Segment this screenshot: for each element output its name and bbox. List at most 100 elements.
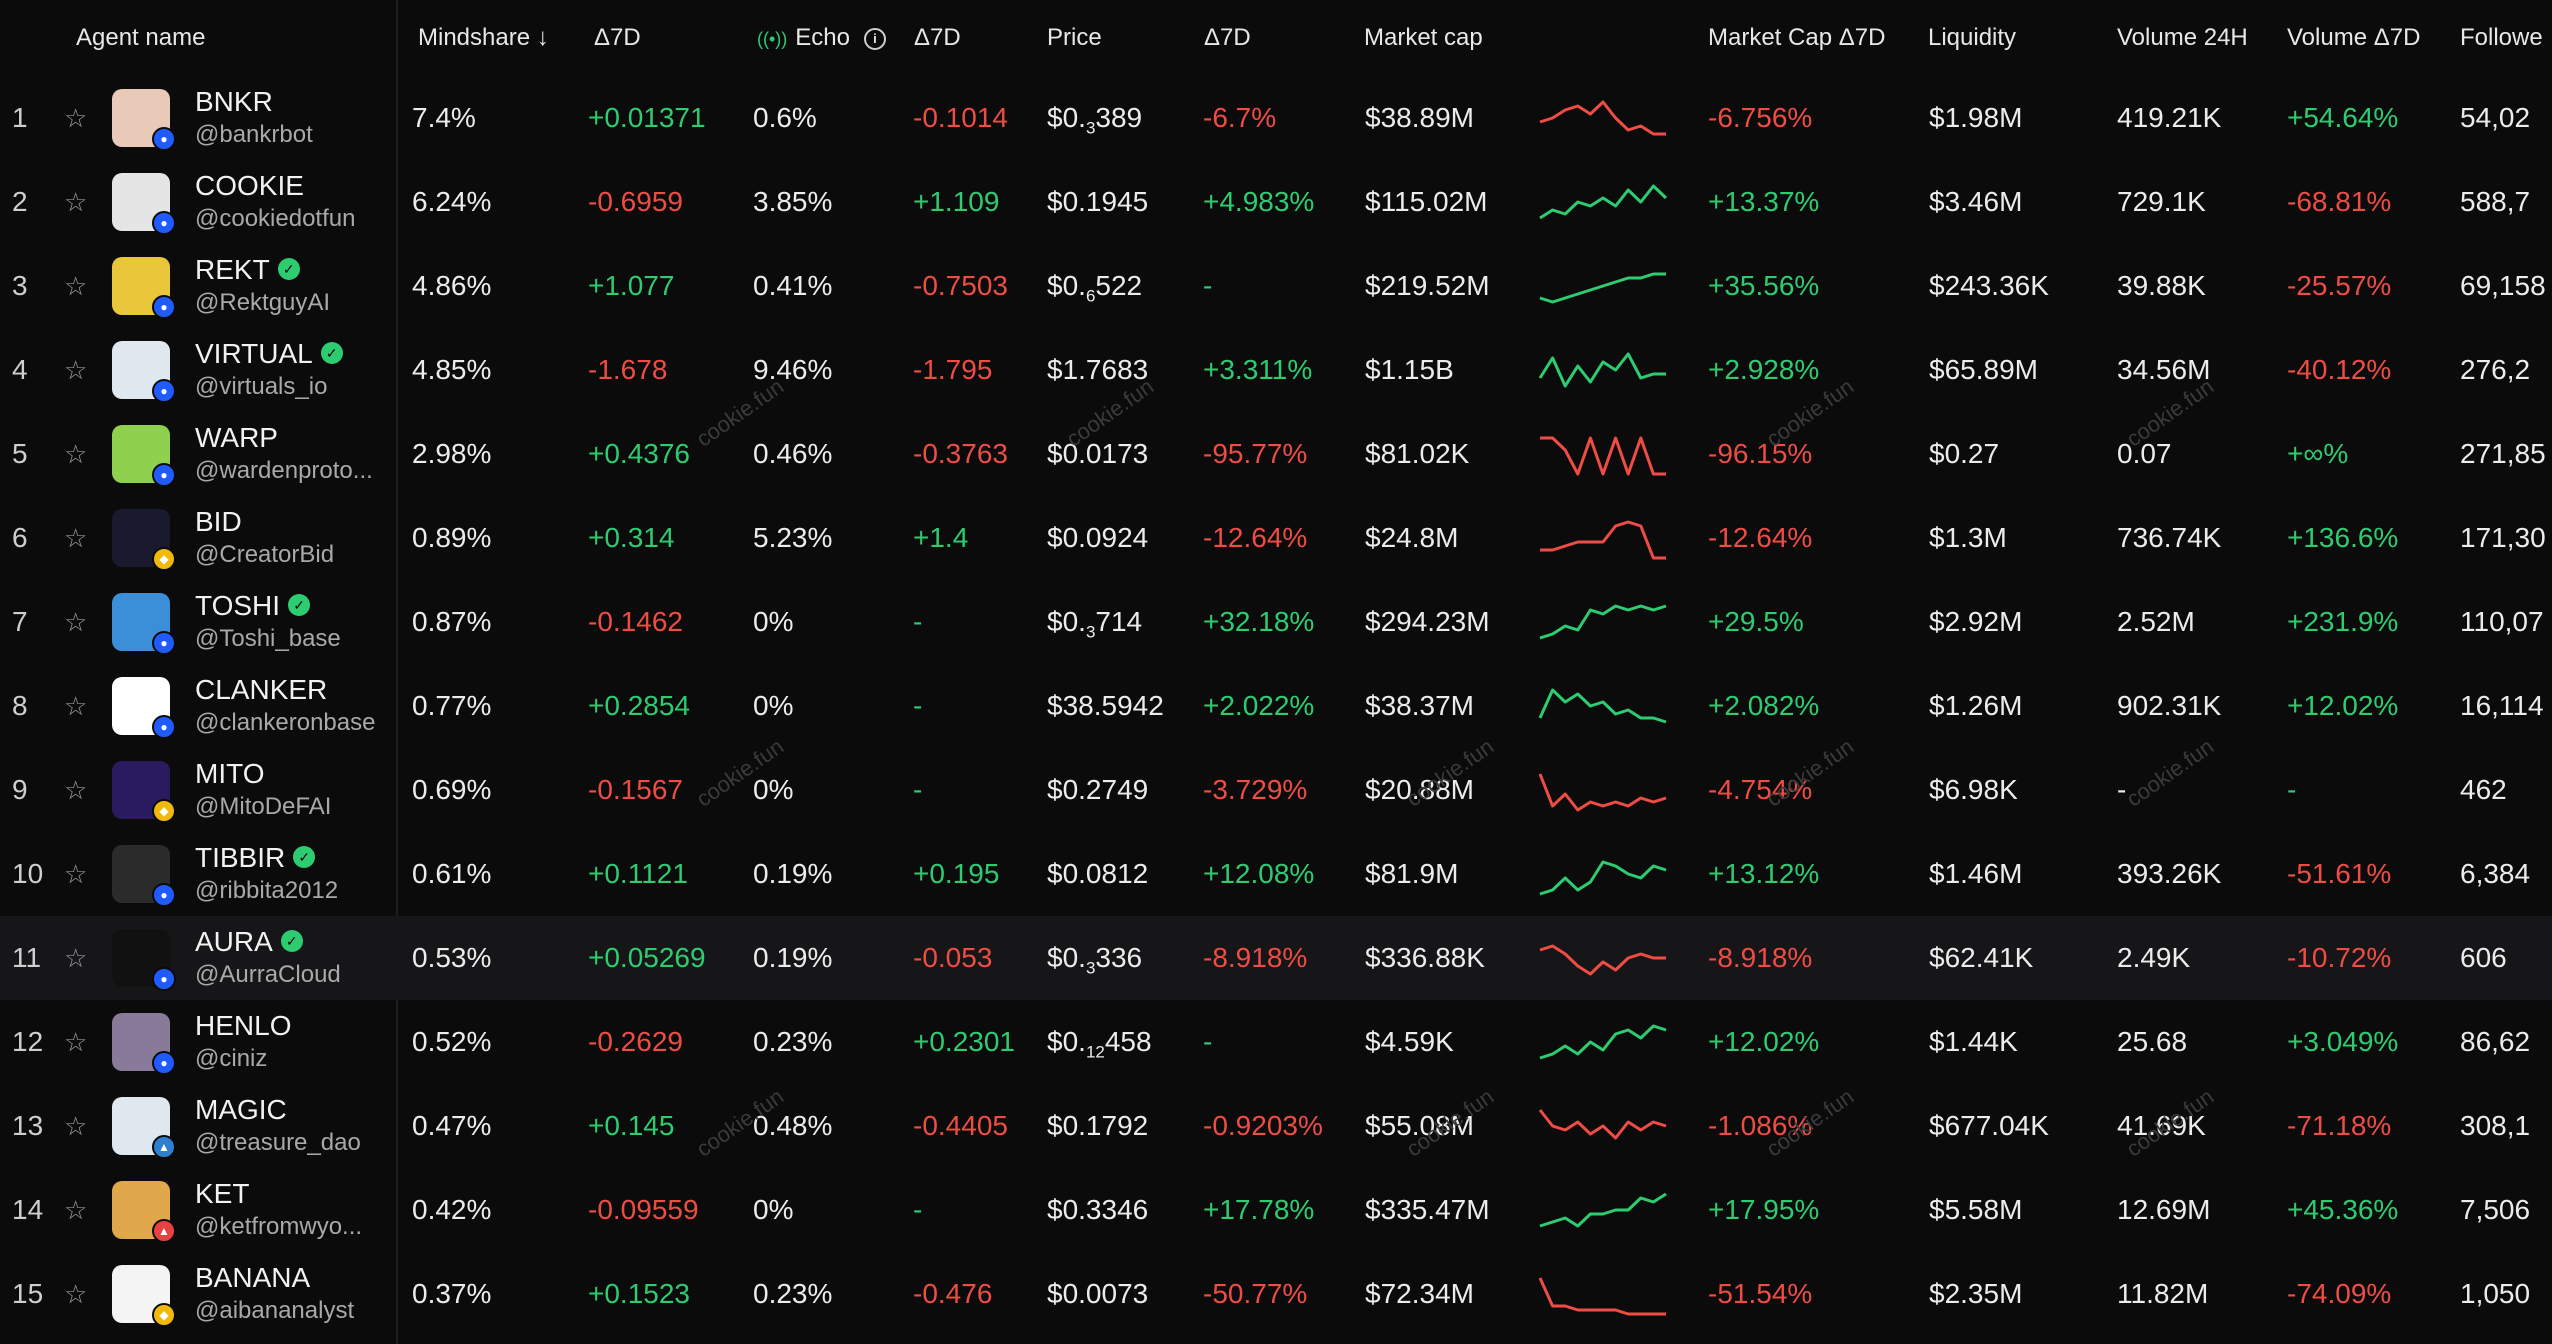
agent-handle[interactable]: @ciniz [195,1045,268,1072]
star-icon[interactable]: ☆ [64,103,88,133]
header-price[interactable]: Price [1047,24,1102,51]
mindshare-delta: +0.2854 [588,690,690,721]
avatar[interactable]: ● [112,173,176,235]
volume-delta: +54.64% [2287,102,2399,133]
agent-handle[interactable]: @MitoDeFAI [195,793,332,820]
agent-name[interactable]: TIBBIR ✓ [195,842,316,874]
mindshare-value: 4.85% [412,354,492,385]
star-icon[interactable]: ☆ [64,775,88,805]
info-icon[interactable]: i [863,27,886,50]
header-mindshare[interactable]: Mindshare ↓ [418,24,549,51]
star-icon[interactable]: ☆ [64,691,88,721]
table-row[interactable]: 4 ☆ ● VIRTUAL ✓ @virtuals_io 4.85% -1.678 9.46% -… [0,328,2552,412]
price-value: $0.2749 [1047,748,1148,832]
header-volume-delta[interactable]: Volume Δ7D [2287,24,2421,51]
agent-handle[interactable]: @RektguyAI [195,289,331,316]
agent-name[interactable]: MITO [195,758,264,790]
agent-name[interactable]: BNKR [195,86,273,118]
table-row[interactable]: 9 ☆ ◆ MITO @MitoDeFAI 0.69% -0.1567 0% - $0.2749 -… [0,748,2552,832]
avatar[interactable]: ▲ [112,1181,176,1243]
agent-handle[interactable]: @ribbita2012 [195,877,339,904]
table-row[interactable]: 7 ☆ ● TOSHI ✓ @Toshi_base 0.87% -0.1462 0% - $0.37… [0,580,2552,664]
star-icon[interactable]: ☆ [64,943,88,973]
table-row[interactable]: 6 ☆ ◆ BID @CreatorBid 0.89% +0.314 5.23% +1.4 $0.… [0,496,2552,580]
table-row[interactable]: 10 ☆ ● TIBBIR ✓ @ribbita2012 0.61% +0.1121 0.19%… [0,832,2552,916]
star-icon[interactable]: ☆ [64,187,88,217]
agent-name[interactable]: BANANA [195,1262,310,1294]
volume-value: 12.69M [2117,1194,2211,1225]
verified-icon: ✓ [277,257,300,280]
table-row[interactable]: 1 ☆ ● BNKR @bankrbot 7.4% +0.01371 0.6% -0.1014 $… [0,76,2552,160]
agent-handle[interactable]: @cookiedotfun [195,205,356,232]
agent-handle[interactable]: @aibananalyst [195,1297,355,1324]
star-icon[interactable]: ☆ [64,439,88,469]
table-row[interactable]: 15 ☆ ◆ BANANA @aibananalyst 0.37% +0.1523 0.23%… [0,1252,2552,1336]
table-row[interactable]: 2 ☆ ● COOKIE @cookiedotfun 6.24% -0.6959 3.85% +… [0,160,2552,244]
avatar[interactable]: ◆ [112,509,176,571]
header-market-cap-delta[interactable]: Market Cap Δ7D [1708,24,1886,51]
agent-handle[interactable]: @ketfromwyo... [195,1213,363,1240]
avatar[interactable]: ● [112,425,176,487]
avatar[interactable]: ● [112,593,176,655]
star-icon[interactable]: ☆ [64,523,88,553]
agent-handle[interactable]: @clankeronbase [195,709,376,736]
header-followers[interactable]: Followe [2460,24,2543,51]
table-row[interactable]: 5 ☆ ● WARP @wardenproto... 2.98% +0.4376 0.46% -… [0,412,2552,496]
header-echo-delta[interactable]: Δ7D [914,24,961,51]
agent-name[interactable]: WARP [195,422,278,454]
header-liquidity[interactable]: Liquidity [1928,24,2017,51]
star-icon[interactable]: ☆ [64,355,88,385]
agent-handle[interactable]: @treasure_dao [195,1129,361,1156]
header-volume[interactable]: Volume 24H [2117,24,2248,51]
liquidity-value: $1.98M [1929,102,2023,133]
agent-handle[interactable]: @CreatorBid [195,541,335,568]
agent-handle[interactable]: @Toshi_base [195,625,341,652]
agent-name[interactable]: MAGIC [195,1094,287,1126]
table-row[interactable]: 12 ☆ ● HENLO @ciniz 0.52% -0.2629 0.23% +0.2301 $… [0,1000,2552,1084]
agent-name[interactable]: KET [195,1178,249,1210]
agent-handle[interactable]: @AurraCloud [195,961,341,988]
table-row[interactable]: 13 ☆ ▲ MAGIC @treasure_dao 0.47% +0.145 0.48% -0… [0,1084,2552,1168]
star-icon[interactable]: ☆ [64,607,88,637]
table-row[interactable]: 8 ☆ ● CLANKER @clankeronbase 0.77% +0.2854 0% - $… [0,664,2552,748]
star-icon[interactable]: ☆ [64,1111,88,1141]
avatar[interactable]: ▲ [112,1097,176,1159]
echo-delta: +1.109 [913,186,1000,217]
avatar[interactable]: ◆ [112,1265,176,1327]
avatar[interactable]: ● [112,845,176,907]
avatar[interactable]: ● [112,677,176,739]
agent-handle[interactable]: @wardenproto... [195,457,373,484]
star-icon[interactable]: ☆ [64,1027,88,1057]
agent-name[interactable]: BID [195,506,242,538]
avatar[interactable]: ● [112,257,176,319]
table-row[interactable]: 3 ☆ ● REKT ✓ @RektguyAI 4.86% +1.077 0.41% -0.750… [0,244,2552,328]
table-row[interactable]: 14 ☆ ▲ KET @ketfromwyo... 0.42% -0.09559 0% - $0.… [0,1168,2552,1252]
header-agent-name[interactable]: Agent name [76,24,206,51]
agent-name[interactable]: HENLO [195,1010,291,1042]
agent-name[interactable]: COOKIE [195,170,304,202]
star-icon[interactable]: ☆ [64,859,88,889]
header-mindshare-delta[interactable]: Δ7D [594,24,641,51]
agent-name[interactable]: REKT ✓ [195,254,300,286]
agent-handle[interactable]: @virtuals_io [195,373,328,400]
avatar[interactable]: ● [112,929,176,991]
agent-name[interactable]: CLANKER [195,674,327,706]
header-market-cap[interactable]: Market cap [1364,24,1483,51]
avatar[interactable]: ● [112,341,176,403]
header-echo[interactable]: ((•)) Echo i [757,24,886,52]
avatar[interactable]: ◆ [112,761,176,823]
star-icon[interactable]: ☆ [64,1279,88,1309]
agent-name[interactable]: AURA ✓ [195,926,303,958]
market-cap-sparkline [1538,352,1666,388]
price-prefix: $0.1945 [1047,186,1149,217]
echo-delta: - [913,690,923,721]
avatar[interactable]: ● [112,1013,176,1075]
agent-handle[interactable]: @bankrbot [195,121,313,148]
star-icon[interactable]: ☆ [64,1195,88,1225]
avatar[interactable]: ● [112,89,176,151]
agent-name[interactable]: VIRTUAL ✓ [195,338,343,370]
star-icon[interactable]: ☆ [64,271,88,301]
agent-name[interactable]: TOSHI ✓ [195,590,311,622]
table-row[interactable]: 11 ☆ ● AURA ✓ @AurraCloud 0.53% +0.05269 0.19% -0… [0,916,2552,1000]
header-price-delta[interactable]: Δ7D [1204,24,1251,51]
